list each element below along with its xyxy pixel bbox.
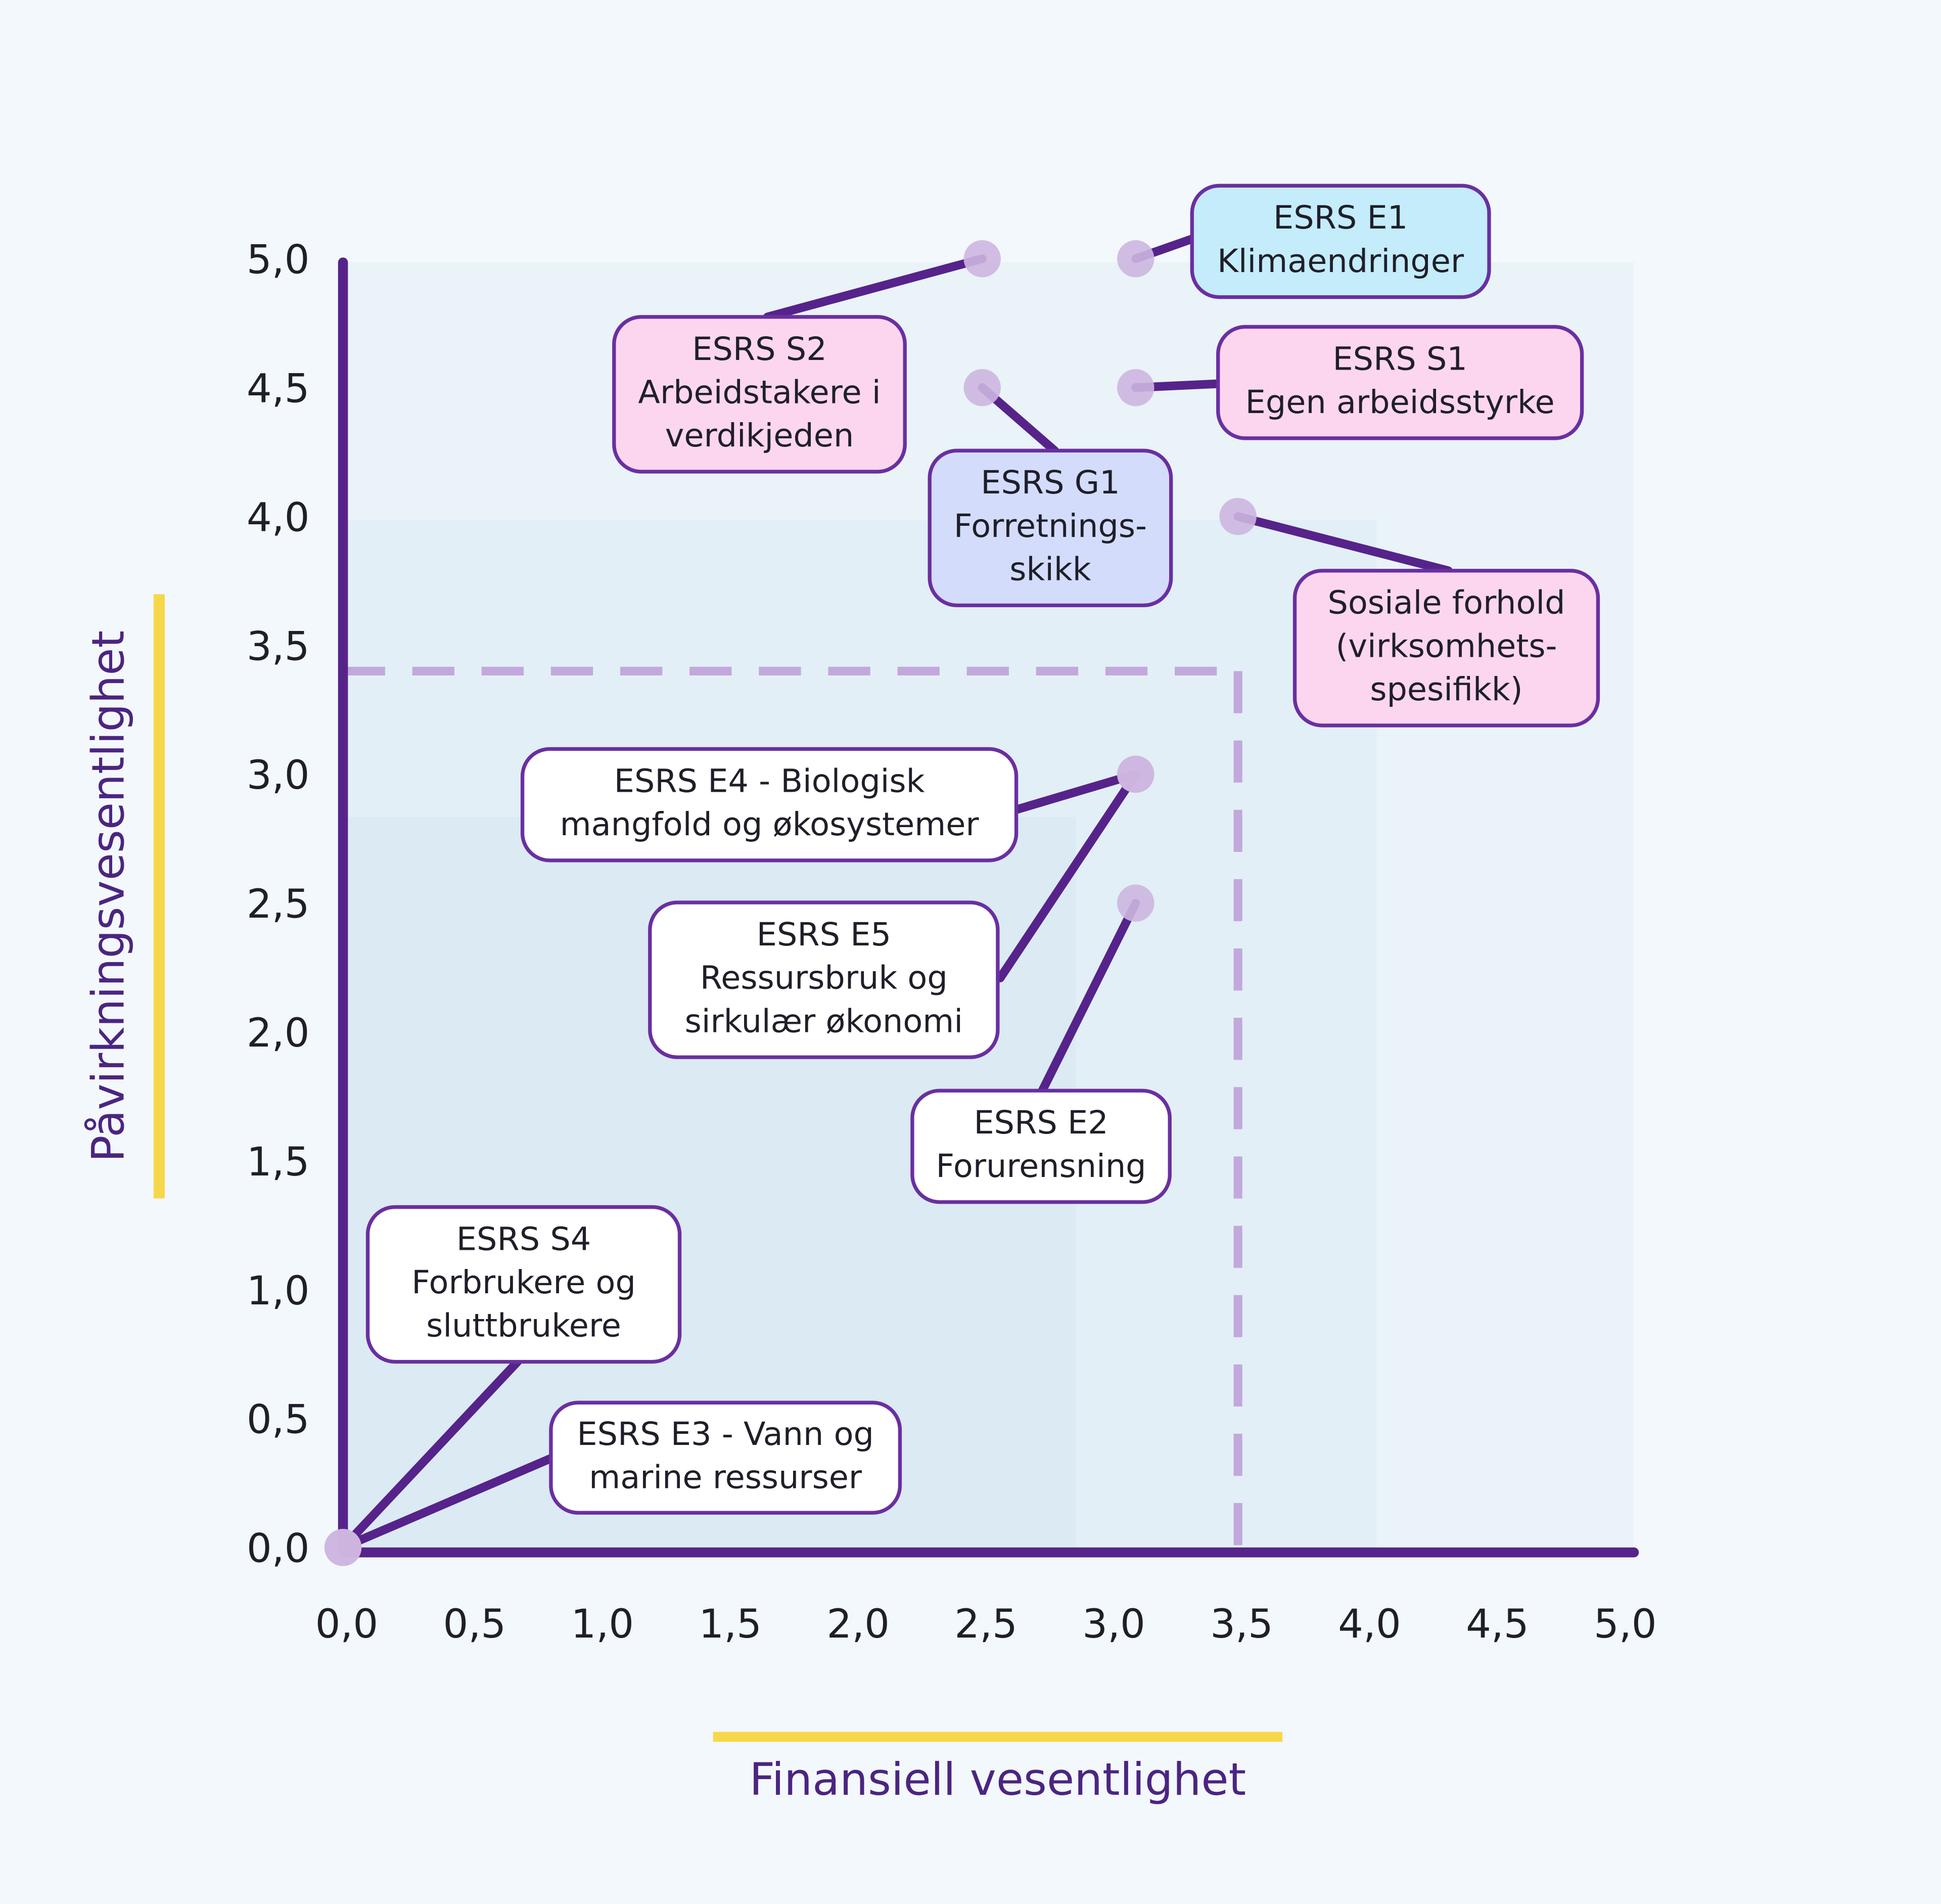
label-text: ESRS G1 bbox=[981, 464, 1120, 502]
y-tick-label: 1,5 bbox=[247, 1139, 310, 1185]
label-text: ESRS S4 bbox=[456, 1220, 591, 1258]
y-tick-label: 4,5 bbox=[247, 366, 310, 412]
connector bbox=[338, 1357, 522, 1552]
point bbox=[1117, 369, 1154, 406]
label-box bbox=[648, 900, 1000, 1059]
x-tick-label: 3,5 bbox=[1210, 1601, 1273, 1647]
y-tick-label: 5,0 bbox=[247, 237, 310, 283]
x-tick-label: 1,5 bbox=[699, 1601, 762, 1647]
label-text: Arbeidstakere i bbox=[638, 374, 881, 411]
label-text: sluttbrukere bbox=[426, 1307, 621, 1345]
y-accent bbox=[153, 594, 165, 1199]
point bbox=[1117, 884, 1154, 922]
label-box bbox=[612, 315, 907, 474]
label-text: ESRS E5 bbox=[757, 916, 891, 954]
plot: 0,0 0,5 1,0 1,5 2,0 2,5 3,0 3,5 4,0 4,5 5,0 0,0 0,5 1… bbox=[247, 184, 1657, 1647]
label-box bbox=[910, 1089, 1172, 1204]
y-tick-label: 2,5 bbox=[247, 881, 310, 927]
y-tick-label: 1,0 bbox=[247, 1268, 310, 1314]
label-text: Forretnings- bbox=[954, 508, 1147, 545]
connector bbox=[763, 254, 987, 322]
label-text: ESRS E3 - Vann og bbox=[577, 1416, 874, 1453]
label-text: spesifikk) bbox=[1370, 671, 1522, 708]
connector bbox=[1012, 769, 1140, 814]
x-tick-label: 3,0 bbox=[1082, 1601, 1145, 1647]
label-text: ESRS E4 - Biologisk bbox=[614, 762, 925, 800]
point bbox=[1117, 240, 1154, 278]
label-text: ESRS E2 bbox=[974, 1104, 1108, 1142]
label-text: ESRS E1 bbox=[1273, 199, 1408, 237]
point bbox=[963, 369, 1001, 406]
label-text: (virksomhets- bbox=[1336, 627, 1557, 665]
x-tick-label: 0,5 bbox=[443, 1601, 506, 1647]
x-axis-title: Finansiell vesentlighet bbox=[750, 1753, 1246, 1805]
label-box bbox=[520, 747, 1019, 863]
label-text: Egen arbeidsstyrke bbox=[1245, 384, 1555, 421]
y-tick-label: 3,0 bbox=[247, 752, 310, 798]
label-text: sirkulær økonomi bbox=[685, 1003, 963, 1040]
connector bbox=[996, 769, 1140, 982]
label-text: Forbrukere og bbox=[411, 1264, 636, 1301]
label-text: skikk bbox=[1009, 551, 1091, 588]
connector bbox=[1233, 512, 1453, 575]
x-accent bbox=[713, 1732, 1283, 1742]
label-text: Forurensning bbox=[936, 1148, 1146, 1185]
label-text: Sosiale forhold bbox=[1327, 584, 1565, 622]
point bbox=[1117, 755, 1154, 793]
label-text: ESRS S2 bbox=[692, 331, 826, 368]
x-tick-label: 2,0 bbox=[826, 1601, 890, 1647]
point bbox=[963, 240, 1001, 278]
label-text: verdikjeden bbox=[665, 417, 854, 455]
x-tick-label: 4,5 bbox=[1466, 1601, 1529, 1647]
point bbox=[1219, 497, 1257, 535]
x-tick-label: 0,0 bbox=[315, 1601, 379, 1647]
x-tick-label: 4,0 bbox=[1338, 1601, 1401, 1647]
label-box bbox=[1216, 325, 1584, 440]
label-box bbox=[549, 1400, 902, 1515]
connector bbox=[338, 1454, 556, 1552]
y-tick-label: 2,0 bbox=[247, 1010, 310, 1056]
connector bbox=[1038, 898, 1140, 1095]
label-box bbox=[1292, 569, 1600, 728]
label-text: mangfold og økosystemer bbox=[560, 806, 980, 843]
label-box bbox=[928, 448, 1173, 608]
y-tick-label: 0,5 bbox=[247, 1397, 310, 1443]
x-tick-label: 1,0 bbox=[571, 1601, 634, 1647]
label-box bbox=[1190, 184, 1491, 299]
x-tick-label: 5,0 bbox=[1594, 1601, 1657, 1647]
y-tick-label: 0,0 bbox=[247, 1526, 310, 1572]
y-axis-title: Påvirkningsvesentlighet bbox=[82, 630, 134, 1162]
label-text: ESRS S1 bbox=[1332, 340, 1467, 378]
label-text: marine ressurser bbox=[589, 1459, 862, 1497]
y-tick-label: 4,0 bbox=[247, 494, 310, 540]
point bbox=[324, 1529, 362, 1566]
x-tick-label: 2,5 bbox=[954, 1601, 1018, 1647]
label-text: Ressursbruk og bbox=[700, 960, 948, 997]
label-box bbox=[365, 1205, 682, 1364]
label-text: Klimaendringer bbox=[1217, 243, 1464, 280]
y-tick-label: 3,5 bbox=[247, 623, 310, 669]
